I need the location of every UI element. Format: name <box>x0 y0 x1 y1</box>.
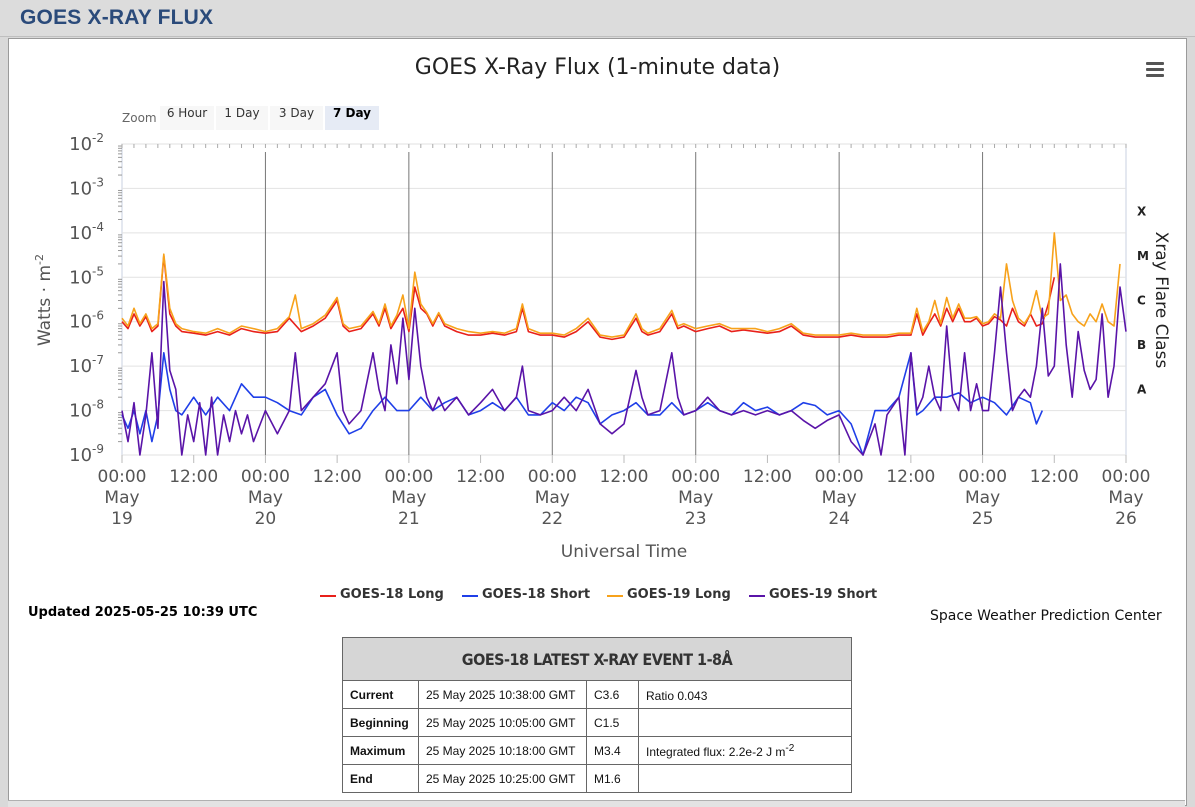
zoom-3-day-button[interactable]: 3 Day <box>270 106 323 130</box>
updated-timestamp: Updated 2025-05-25 10:39 UTC <box>28 605 258 620</box>
legend-label: GOES-19 Long <box>627 587 731 602</box>
row-note: Ratio 0.043 <box>638 680 852 709</box>
row-time: 25 May 2025 10:05:00 GMT <box>418 708 587 737</box>
zoom-1-day-button[interactable]: 1 Day <box>216 106 268 130</box>
row-class: C3.6 <box>586 680 639 709</box>
row-time: 25 May 2025 10:38:00 GMT <box>418 680 587 709</box>
row-label: Current <box>342 680 419 709</box>
table-row: Maximum 25 May 2025 10:18:00 GMT M3.4 In… <box>342 736 852 765</box>
page-header: GOES X-RAY FLUX <box>0 0 1195 37</box>
row-label: Beginning <box>342 708 419 737</box>
row-class: M3.4 <box>586 736 639 765</box>
row-note <box>638 708 852 737</box>
event-table-title: GOES-18 LATEST X-RAY EVENT 1-8Å <box>342 637 852 681</box>
row-time: 25 May 2025 10:25:00 GMT <box>418 764 587 793</box>
legend-swatch <box>320 595 336 597</box>
legend-swatch <box>749 595 765 597</box>
table-row: End 25 May 2025 10:25:00 GMT M1.6 <box>342 764 852 793</box>
legend-swatch <box>607 595 623 597</box>
legend-label: GOES-18 Short <box>482 587 591 602</box>
row-note <box>638 764 852 793</box>
row-label: End <box>342 764 419 793</box>
row-time: 25 May 2025 10:18:00 GMT <box>418 736 587 765</box>
row-class: M1.6 <box>586 764 639 793</box>
zoom-7-day-button[interactable]: 7 Day <box>325 106 379 130</box>
hamburger-menu-icon[interactable] <box>1146 62 1164 78</box>
row-class: C1.5 <box>586 708 639 737</box>
row-label: Maximum <box>342 736 419 765</box>
chart-title: GOES X-Ray Flux (1-minute data) <box>414 55 781 80</box>
legend-label: GOES-18 Long <box>340 587 444 602</box>
legend-label: GOES-19 Short <box>769 587 878 602</box>
bottom-divider <box>8 800 1185 807</box>
table-row: Current 25 May 2025 10:38:00 GMT C3.6 Ra… <box>342 680 852 709</box>
page-title: GOES X-RAY FLUX <box>20 6 214 29</box>
zoom-label: Zoom <box>122 111 157 125</box>
chart-credit: Space Weather Prediction Center <box>930 608 1162 624</box>
table-row: Beginning 25 May 2025 10:05:00 GMT C1.5 <box>342 708 852 737</box>
row-note: Integrated flux: 2.2e-2 J m-2 <box>638 736 852 765</box>
legend-swatch <box>462 595 478 597</box>
zoom-6-hour-button[interactable]: 6 Hour <box>160 106 214 130</box>
latest-xray-event-table: GOES-18 LATEST X-RAY EVENT 1-8Å Current … <box>342 637 852 793</box>
